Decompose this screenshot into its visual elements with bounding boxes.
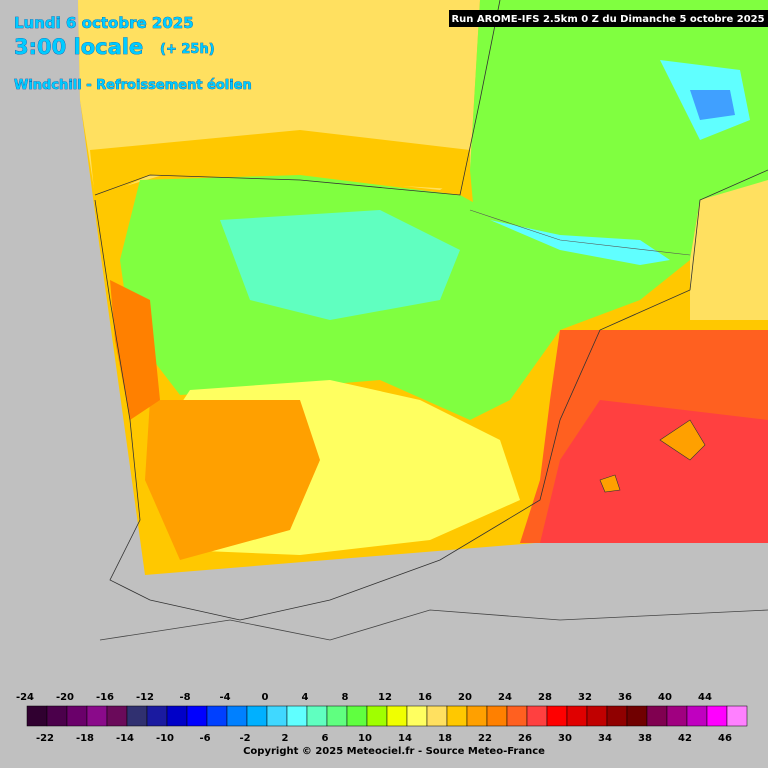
legend-swatch: [346, 705, 368, 727]
legend-swatch: [486, 705, 508, 727]
legend-swatch: [366, 705, 388, 727]
coastline-south: [94, 169, 768, 621]
legend-swatch: [526, 705, 548, 727]
legend-label: -24: [16, 692, 34, 703]
mallorca: [659, 419, 706, 461]
legend-label: 4: [302, 692, 309, 703]
meseta-cold: [220, 210, 460, 320]
legend-label: -18: [76, 733, 94, 744]
legend-label: 24: [498, 692, 512, 703]
legend-label: -8: [179, 692, 190, 703]
legend-label: 2: [282, 733, 289, 744]
legend-swatch: [446, 705, 468, 727]
legend-swatch: [386, 705, 408, 727]
legend-label: 6: [322, 733, 329, 744]
legend-label: -16: [96, 692, 114, 703]
legend-label: 20: [458, 692, 472, 703]
legend-swatch: [686, 705, 708, 727]
legend-swatch: [626, 705, 648, 727]
parameter: Windchill - Refroissement éolien: [14, 78, 252, 93]
sea-band: [90, 130, 470, 200]
legend-swatch: [426, 705, 448, 727]
legend-swatch: [666, 705, 688, 727]
legend-swatch: [186, 705, 208, 727]
legend-label: 8: [342, 692, 349, 703]
ibiza: [599, 474, 621, 493]
med-red: [540, 400, 768, 543]
run-info: Run AROME-IFS 2.5km 0 Z du Dimanche 5 oc…: [451, 14, 764, 25]
legend-label: -14: [116, 733, 134, 744]
legend-swatch: [706, 705, 728, 727]
legend-swatch: [86, 705, 108, 727]
legend-label: -10: [156, 733, 174, 744]
legend-label: 12: [378, 692, 392, 703]
legend-label: 10: [358, 733, 372, 744]
legend-label: 46: [718, 733, 732, 744]
legend-swatch: [66, 705, 88, 727]
legend-swatch: [506, 705, 528, 727]
legend-label: 36: [618, 692, 632, 703]
gulf-lion: [690, 180, 768, 320]
legend-label: -22: [36, 733, 54, 744]
legend-swatch: [546, 705, 568, 727]
legend-swatch: [246, 705, 268, 727]
legend-label: 34: [598, 733, 612, 744]
legend-swatch: [126, 705, 148, 727]
legend-swatch: [106, 705, 128, 727]
legend-swatch: [206, 705, 228, 727]
run-box: [449, 10, 768, 27]
legend-swatch: [326, 705, 348, 727]
portugal-orange: [110, 280, 160, 420]
legend-swatch: [306, 705, 328, 727]
legend-label: 16: [418, 692, 432, 703]
copyright: Copyright © 2025 Meteociel.fr - Source M…: [243, 746, 545, 757]
legend-swatch: [286, 705, 308, 727]
legend-swatch: [566, 705, 588, 727]
alps-coldest: [690, 90, 735, 120]
legend-label: 0: [262, 692, 269, 703]
legend-swatch: [166, 705, 188, 727]
legend-label: 42: [678, 733, 692, 744]
coastline-africa: [99, 609, 768, 641]
legend-label: -6: [199, 733, 210, 744]
legend-label: -12: [136, 692, 154, 703]
legend-label: 30: [558, 733, 572, 744]
time: 3:00 locale: [14, 35, 143, 59]
andalusia-orange: [145, 400, 320, 560]
legend-label: 38: [638, 733, 652, 744]
legend-label: 40: [658, 692, 672, 703]
date: Lundi 6 octobre 2025: [14, 14, 194, 32]
legend-swatch: [606, 705, 628, 727]
legend-swatch: [266, 705, 288, 727]
lead-time: (+ 25h): [160, 42, 215, 57]
legend-swatch: [46, 705, 68, 727]
legend: -24-22-20-18-16-14-12-10-8-6-4-202468101…: [16, 692, 748, 744]
legend-label: -4: [219, 692, 230, 703]
coastline-north: [94, 0, 501, 196]
legend-label: 22: [478, 733, 492, 744]
legend-label: -20: [56, 692, 74, 703]
legend-swatch: [26, 705, 48, 727]
legend-label: 28: [538, 692, 552, 703]
legend-label: 32: [578, 692, 592, 703]
legend-label: -2: [239, 733, 250, 744]
legend-label: 26: [518, 733, 532, 744]
legend-label: 44: [698, 692, 712, 703]
legend-label: 14: [398, 733, 412, 744]
legend-swatch: [406, 705, 428, 727]
legend-swatch: [726, 705, 748, 727]
legend-swatch: [586, 705, 608, 727]
legend-swatch: [226, 705, 248, 727]
legend-swatch: [646, 705, 668, 727]
legend-label: 18: [438, 733, 452, 744]
legend-swatch: [146, 705, 168, 727]
border-france: [469, 209, 691, 256]
legend-swatch: [466, 705, 488, 727]
